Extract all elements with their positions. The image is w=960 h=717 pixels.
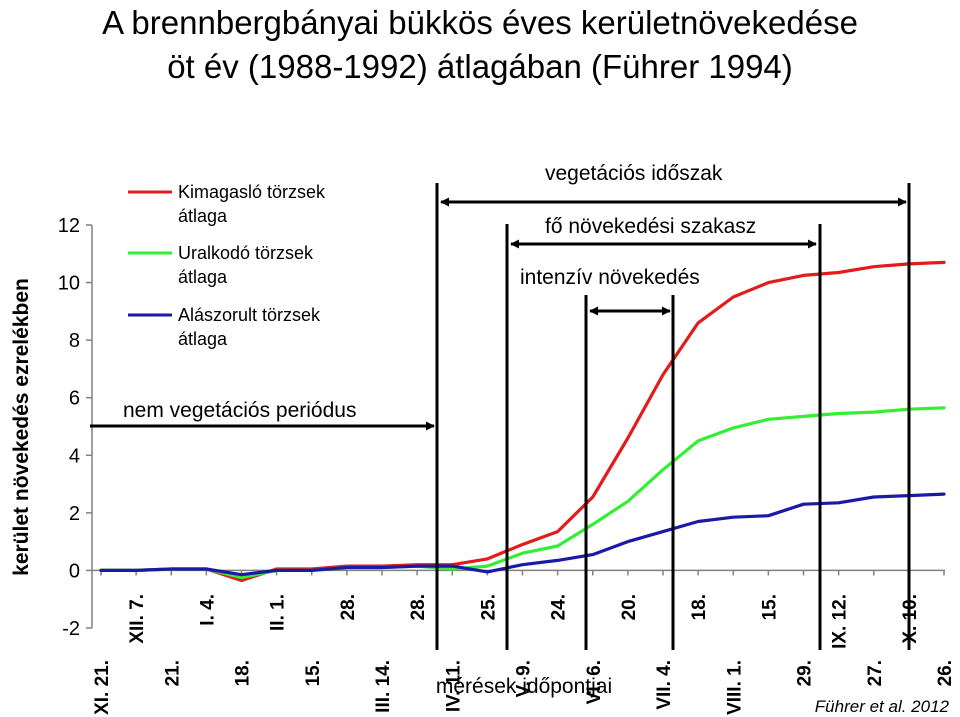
x-tick-label: 21. xyxy=(162,660,183,686)
x-tick-label: 25. xyxy=(478,594,499,620)
legend-label-uralkodo-1: Uralkodó törzsek xyxy=(178,243,314,263)
y-tick-label: -2 xyxy=(62,618,80,640)
x-tick-label: 26. xyxy=(935,660,956,686)
x-tick-label: IV. 11. xyxy=(443,660,464,712)
legend-label-kimagaslo-1: Kimagasló törzsek xyxy=(178,182,326,202)
x-tick-label: VII. 4. xyxy=(654,660,675,710)
x-tick-label: III. 14. xyxy=(373,660,394,713)
x-tick-label: 15. xyxy=(759,594,780,620)
x-tick-label: I. 4. xyxy=(197,594,218,626)
y-axis-label: kerület növekedés ezrelékben xyxy=(10,278,33,576)
legend-label-alaszorult-1: Alászorult törzsek xyxy=(178,305,321,325)
x-tick-label: VI. 6. xyxy=(584,660,605,704)
x-tick-label: 18. xyxy=(689,594,710,620)
series-layer xyxy=(99,260,946,583)
legend: Kimagasló törzsek átlaga Uralkodó törzse… xyxy=(128,182,326,349)
x-tick-label: 27. xyxy=(865,660,886,686)
legend-label-alaszorult-2: átlaga xyxy=(178,329,228,349)
y-tick-label: 6 xyxy=(69,388,80,410)
annotation-non-vegetation: nem vegetációs periódus xyxy=(123,399,356,422)
x-tick-label: 29. xyxy=(795,660,816,686)
series-line-3 xyxy=(99,492,946,577)
x-tick-label: XI. 21. xyxy=(92,660,113,715)
annotations: nem vegetációs periódus vegetációs idősz… xyxy=(90,162,911,650)
series-line-2 xyxy=(99,406,946,580)
x-tick-label: XII. 7. xyxy=(127,594,148,644)
annotation-main-growth: fő növekedési szakasz xyxy=(545,215,756,238)
y-tick-label: 2 xyxy=(69,503,80,525)
x-axis: XI. 21. XII. 7. 21. I. 4. 18. II. 1. 15. 28. III… xyxy=(92,569,956,715)
x-tick-label: 28. xyxy=(408,594,429,620)
x-tick-label: 28. xyxy=(338,594,359,620)
chart-title-line-1: A brennbergbányai bükkös éves kerületnöv… xyxy=(102,4,858,41)
legend-label-uralkodo-2: átlaga xyxy=(178,267,228,287)
x-tick-label: IX. 12. xyxy=(830,594,851,649)
x-tick-label: 15. xyxy=(303,660,324,686)
x-tick-label: 24. xyxy=(549,594,570,620)
series-line-1 xyxy=(99,260,946,583)
x-tick-label: V. 9. xyxy=(514,660,535,697)
legend-label-kimagaslo-2: átlaga xyxy=(178,206,228,226)
y-tick-label: 4 xyxy=(69,445,80,467)
y-tick-label: 10 xyxy=(58,273,80,295)
x-tick-label: VIII. 1. xyxy=(724,660,745,715)
chart-title-line-2: öt év (1988-1992) átlagában (Führer 1994… xyxy=(167,48,793,85)
annotation-intensive: intenzív növekedés xyxy=(520,266,700,289)
y-axis: -2 0 2 4 6 8 10 12 xyxy=(58,215,93,640)
x-tick-label: II. 1. xyxy=(268,594,289,631)
y-tick-label: 8 xyxy=(69,330,80,352)
y-tick-label: 0 xyxy=(69,560,80,582)
x-tick-label: 18. xyxy=(233,660,254,686)
annotation-vegetation: vegetációs időszak xyxy=(545,162,723,185)
citation: Führer et al. 2012 xyxy=(815,697,950,716)
y-tick-label: 12 xyxy=(58,215,80,237)
x-tick-label: 20. xyxy=(619,594,640,620)
x-axis-label: mérések időpontjai xyxy=(436,675,612,698)
